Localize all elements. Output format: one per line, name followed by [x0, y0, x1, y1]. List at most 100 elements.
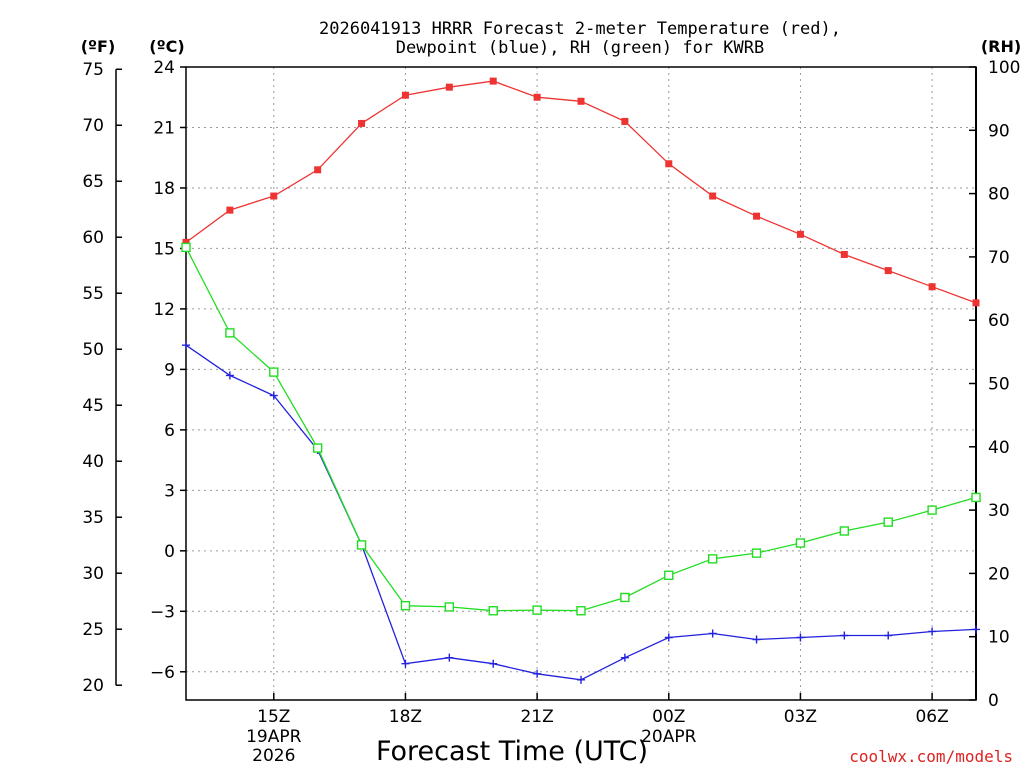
series-layer [181, 77, 981, 684]
x-date-label: 20APR [641, 727, 697, 747]
celsius-tick-label: 15 [153, 239, 175, 259]
series-line-rh [185, 247, 977, 612]
series-temperature [182, 77, 980, 307]
fahrenheit-tick-label: 55 [82, 284, 104, 304]
x-tick-label: 03Z [784, 707, 817, 727]
rh-tick-label: 50 [988, 375, 1010, 395]
rh-tick-label: 100 [988, 58, 1020, 78]
dewpoint-point [489, 659, 498, 668]
dewpoint-point [182, 341, 190, 350]
chart-title-line2: Dewpoint (blue), RH (green) for KWRB [396, 38, 764, 58]
rh-point [312, 443, 323, 453]
fahrenheit-tick-label: 20 [82, 676, 104, 696]
rh-point [488, 606, 498, 616]
dewpoint-point [708, 629, 717, 638]
rh-tick-label: 80 [988, 185, 1010, 205]
temperature-point [753, 212, 761, 220]
axis-ticks: 24211815129630−3−67570656055504540353025… [82, 58, 1020, 766]
temperature-point [401, 91, 409, 99]
temperature-point [445, 83, 453, 91]
dewpoint-point [620, 653, 629, 662]
dewpoint-point [884, 631, 893, 640]
fahrenheit-tick-label: 75 [82, 60, 104, 80]
rh-tick-label: 10 [988, 628, 1010, 648]
celsius-tick-label: 3 [164, 481, 175, 501]
rh-point [444, 602, 455, 612]
temperature-point [226, 206, 234, 214]
rh-tick-label: 60 [988, 311, 1010, 331]
chart-title-line1: 2026041913 HRRR Forecast 2-meter Tempera… [319, 19, 841, 39]
series-line-dewpoint [185, 344, 977, 681]
dewpoint-point [533, 669, 542, 678]
rh-point [795, 538, 806, 548]
temperature-point [621, 117, 629, 125]
celsius-tick-label: 24 [153, 58, 175, 78]
rh-tick-label: 70 [988, 248, 1010, 268]
fahrenheit-tick-label: 65 [82, 172, 104, 192]
temperature-point [884, 267, 892, 275]
temperature-point [972, 299, 980, 307]
fahrenheit-tick-label: 25 [82, 620, 104, 640]
celsius-tick-label: 0 [164, 542, 175, 562]
series-rh [181, 242, 981, 616]
x-year-label: 2026 [252, 746, 295, 766]
temperature-point [182, 238, 190, 246]
temperature-point [840, 250, 848, 258]
temperature-point [533, 93, 541, 101]
rh-unit-label: (RH) [981, 37, 1021, 56]
rh-point [707, 554, 718, 564]
rh-point [356, 540, 367, 550]
dewpoint-point [664, 633, 673, 642]
grid-lines [186, 66, 976, 700]
dewpoint-point [445, 653, 454, 662]
temperature-point [314, 166, 322, 174]
rh-point [664, 570, 674, 580]
fahrenheit-tick-label: 35 [82, 508, 104, 528]
axes [115, 66, 977, 701]
rh-point [620, 592, 630, 603]
series-line-temperature [185, 80, 977, 304]
dewpoint-point [796, 633, 805, 642]
fahrenheit-unit-label: (ºF) [81, 37, 116, 56]
celsius-unit-label: (ºC) [149, 37, 184, 56]
fahrenheit-tick-label: 70 [82, 116, 104, 136]
celsius-tick-label: 6 [164, 421, 175, 441]
celsius-tick-label: 21 [153, 118, 175, 138]
rh-tick-label: 20 [988, 564, 1010, 584]
fahrenheit-tick-label: 30 [82, 564, 104, 584]
rh-point [751, 548, 762, 558]
x-axis-label: Forecast Time (UTC) [376, 736, 648, 767]
temperature-point [796, 230, 804, 238]
dewpoint-point [225, 371, 234, 380]
celsius-tick-label: 12 [153, 300, 175, 320]
temperature-point [489, 77, 497, 85]
celsius-tick-label: 18 [153, 179, 175, 199]
x-date-label: 19APR [246, 727, 302, 747]
temperature-point [665, 160, 673, 168]
plot-frame [185, 66, 977, 701]
celsius-tick-label: 9 [164, 360, 175, 380]
fahrenheit-tick-label: 60 [82, 228, 104, 248]
dewpoint-point [928, 627, 937, 636]
celsius-tick-label: −3 [150, 602, 175, 622]
rh-tick-label: 30 [988, 501, 1010, 521]
temperature-point [928, 283, 936, 291]
credit-text: coolwx.com/models [849, 747, 1013, 766]
rh-point [971, 492, 981, 503]
x-tick-label: 21Z [520, 707, 553, 727]
fahrenheit-tick-label: 45 [82, 396, 104, 416]
fahrenheit-tick-label: 40 [82, 452, 104, 472]
temperature-point [709, 192, 717, 200]
rh-point [576, 606, 586, 616]
x-tick-label: 00Z [652, 707, 685, 727]
x-tick-label: 06Z [915, 707, 948, 727]
rh-point [532, 605, 542, 615]
rh-tick-label: 90 [988, 121, 1010, 141]
rh-point [269, 367, 279, 377]
x-tick-label: 15Z [257, 707, 290, 727]
dewpoint-point [269, 391, 278, 400]
series-dewpoint [182, 341, 980, 684]
fahrenheit-tick-label: 50 [82, 340, 104, 360]
rh-point [883, 517, 893, 527]
